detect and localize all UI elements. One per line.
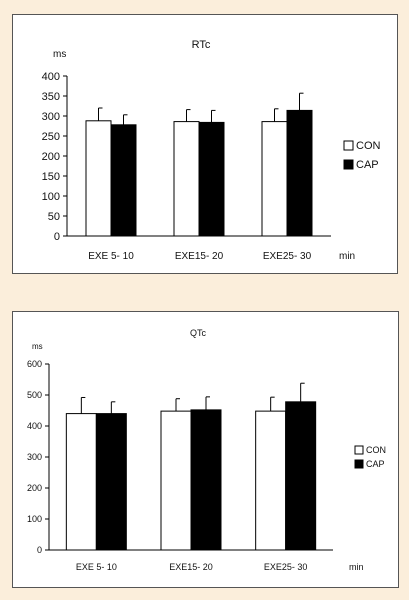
legend-label-cap: CAP	[366, 459, 385, 469]
y-tick-label: 300	[27, 452, 42, 462]
bar-con-2	[160, 410, 192, 551]
bar-con-2	[173, 121, 200, 237]
bar-cap-2	[198, 121, 225, 237]
bar-con-1	[65, 413, 97, 551]
rtc-chart-panel: RTc ms 0 50 100 150 200 250 300 350 400 EXE 5- 10 EX…	[12, 14, 398, 274]
legend-label-con: CON	[366, 445, 386, 455]
legend-label-cap: CAP	[356, 159, 379, 171]
y-tick-label: 100	[42, 191, 60, 203]
bar-cap-1	[110, 124, 137, 237]
y-tick-label: 400	[42, 71, 60, 83]
chart-title: RTc	[192, 39, 211, 51]
y-unit-label: ms	[53, 49, 66, 60]
chart-title: QTc	[190, 328, 207, 338]
bar-cap-3	[286, 109, 313, 237]
x-category-label: EXE25- 30	[264, 562, 308, 572]
bar-cap-1	[95, 413, 127, 551]
y-tick-label: 200	[42, 151, 60, 163]
bar-con-3	[261, 121, 288, 237]
bar-con-1	[85, 120, 112, 237]
qtc-chart-panel: QTc ms 0 100 200 300 400 500 600 EXE 5- 10 EXE15- …	[12, 311, 399, 588]
y-tick-label: 400	[27, 421, 42, 431]
y-tick-label: 300	[42, 111, 60, 123]
legend-swatch-cap	[343, 159, 354, 170]
x-category-label: EXE15- 20	[175, 251, 224, 262]
bar-cap-3	[285, 401, 317, 551]
y-tick-label: 500	[27, 390, 42, 400]
qtc-chart: QTc ms 0 100 200 300 400 500 600 EXE 5- 10 EXE15- …	[27, 328, 386, 572]
bar-cap-2	[190, 409, 222, 551]
x-axis-label: min	[349, 562, 364, 572]
legend-swatch-con	[354, 445, 364, 455]
x-axis-label: min	[339, 251, 355, 262]
y-tick-label: 250	[42, 131, 60, 143]
x-category-label: EXE 5- 10	[88, 251, 134, 262]
y-tick-label: 350	[42, 91, 60, 103]
legend-swatch-con	[343, 140, 354, 151]
legend-label-con: CON	[356, 140, 381, 152]
x-category-label: EXE25- 30	[263, 251, 312, 262]
y-tick-label: 200	[27, 483, 42, 493]
y-tick-label: 150	[42, 171, 60, 183]
rtc-chart: RTc ms 0 50 100 150 200 250 300 350 400 EXE 5- 10 EX…	[42, 39, 381, 262]
y-tick-label: 0	[37, 545, 42, 555]
y-tick-label: 100	[27, 514, 42, 524]
x-category-label: EXE 5- 10	[76, 562, 117, 572]
y-tick-label: 50	[48, 211, 60, 223]
bar-con-3	[255, 410, 287, 551]
y-tick-label: 600	[27, 359, 42, 369]
x-category-label: EXE15- 20	[169, 562, 213, 572]
y-unit-label: ms	[32, 342, 43, 351]
y-tick-label: 0	[54, 231, 60, 243]
legend-swatch-cap	[354, 459, 364, 469]
